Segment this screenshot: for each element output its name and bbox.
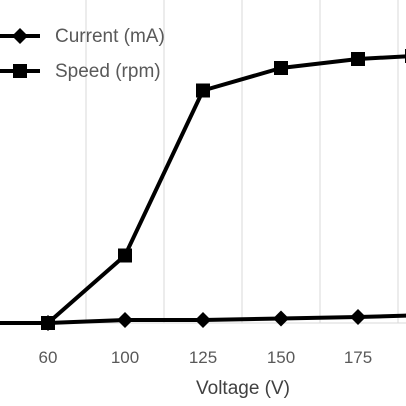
speed-marker-4	[274, 61, 288, 75]
x-tick-label: 150	[267, 348, 295, 367]
x-tick-label: 100	[111, 348, 139, 367]
x-tick-label: 175	[344, 348, 372, 367]
series-markers	[40, 49, 406, 331]
x-axis-title: Voltage (V)	[196, 378, 290, 399]
speed-marker-3	[196, 83, 210, 98]
current-marker-4	[350, 309, 366, 325]
speed-marker-2	[118, 248, 132, 263]
legend-label-1: Speed (rpm)	[55, 61, 161, 82]
series-line-0	[47, 313, 406, 325]
current-marker-3	[273, 310, 289, 327]
gridlines	[0, 0, 406, 324]
current-marker-1	[117, 312, 133, 328]
legend-square-marker	[13, 64, 27, 78]
speed-marker-5	[351, 52, 365, 66]
x-tick-label: 125	[189, 348, 217, 367]
legend: Current (mA) Speed (rpm)	[0, 26, 165, 82]
speed-marker-1	[41, 316, 55, 330]
legend-diamond-marker	[12, 28, 28, 44]
x-tick-labels: 60 100 125 150 175	[39, 348, 373, 367]
x-tick-label: 60	[39, 348, 58, 367]
current-marker-2	[195, 312, 211, 328]
legend-label-0: Current (mA)	[55, 26, 165, 47]
